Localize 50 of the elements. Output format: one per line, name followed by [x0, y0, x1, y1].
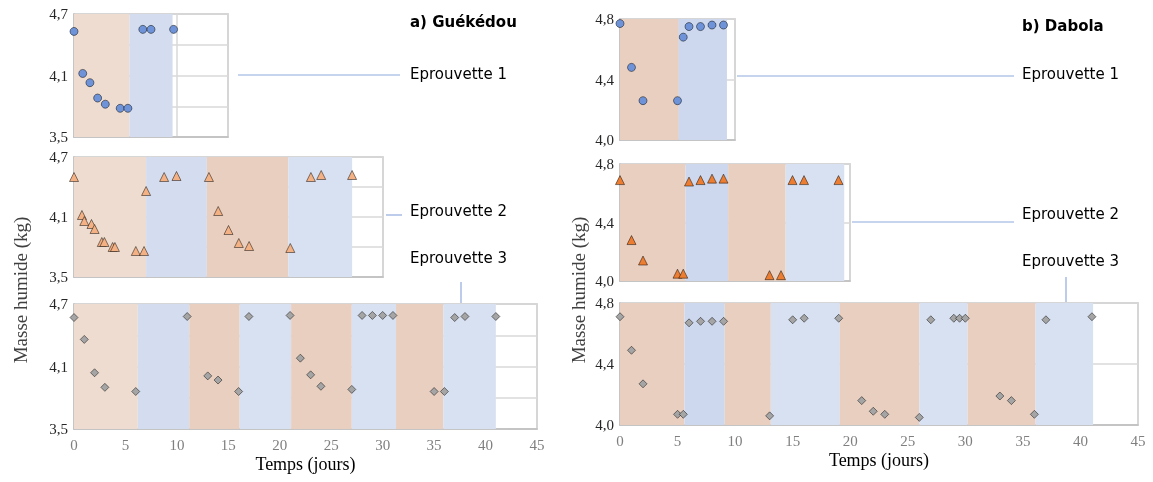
text: Eprouvette 1	[410, 64, 507, 83]
y-tick-label: 4,7	[49, 296, 69, 312]
x-axis-title: Temps (jours)	[255, 454, 356, 475]
y-tick-label: 4,8	[595, 295, 614, 311]
x-tick-label: 10	[169, 436, 185, 453]
x-tick-label: 0	[616, 432, 624, 449]
y-tick-label: 4,7	[49, 6, 69, 22]
y-tick-label: 4,0	[595, 417, 614, 433]
x-tick-label: 25	[900, 432, 916, 449]
x-tick-label: 45	[529, 436, 545, 453]
y-tick-label: 4,4	[595, 214, 615, 231]
y-tick-label: 3,5	[49, 269, 68, 285]
y-tick-label: 4,1	[49, 209, 68, 225]
text: Eprouvette 1	[1022, 64, 1119, 83]
x-tick-label: 35	[1015, 432, 1031, 449]
text: Eprouvette 2	[1022, 204, 1119, 223]
x-tick-label: 5	[673, 432, 682, 449]
x-tick-label: 10	[727, 432, 743, 449]
x-tick-label: 5	[121, 436, 130, 453]
x-tick-label: 30	[957, 432, 973, 449]
text: a) Guékédou	[410, 12, 517, 31]
x-tick-label: 45	[1130, 432, 1146, 449]
x-tick-label: 40	[478, 436, 494, 453]
y-tick-label: 4,4	[595, 71, 615, 88]
x-tick-label: 40	[1072, 432, 1088, 449]
y-tick-label: 4,1	[49, 67, 68, 84]
x-tick-label: 20	[842, 432, 858, 449]
text: Eprouvette 3	[410, 248, 507, 267]
y-tick-label: 3,5	[49, 129, 68, 145]
y-tick-label: 4,8	[595, 156, 614, 172]
text: Eprouvette 2	[410, 201, 507, 220]
y-tick-label: 3,5	[49, 421, 68, 437]
y-axis-title: Masse humide (kg)	[9, 216, 32, 364]
x-tick-label: 15	[220, 436, 236, 453]
x-tick-label: 20	[272, 436, 288, 453]
text: Eprouvette 3	[1022, 251, 1119, 270]
x-tick-label: 0	[70, 436, 78, 453]
y-tick-label: 4,4	[595, 356, 615, 372]
y-tick-label: 4,1	[49, 358, 68, 375]
y-tick-label: 4,7	[49, 149, 69, 165]
y-tick-label: 4,8	[595, 11, 614, 27]
y-tick-label: 4,0	[595, 132, 614, 148]
y-axis-title: Masse humide (kg)	[567, 216, 590, 364]
x-axis-title: Temps (jours)	[828, 450, 930, 471]
text: b) Dabola	[1022, 16, 1104, 35]
y-tick-label: 4,0	[595, 273, 614, 289]
x-tick-label: 15	[785, 432, 801, 449]
x-tick-label: 30	[375, 436, 391, 453]
x-tick-label: 25	[323, 436, 339, 453]
x-tick-label: 35	[426, 436, 442, 453]
